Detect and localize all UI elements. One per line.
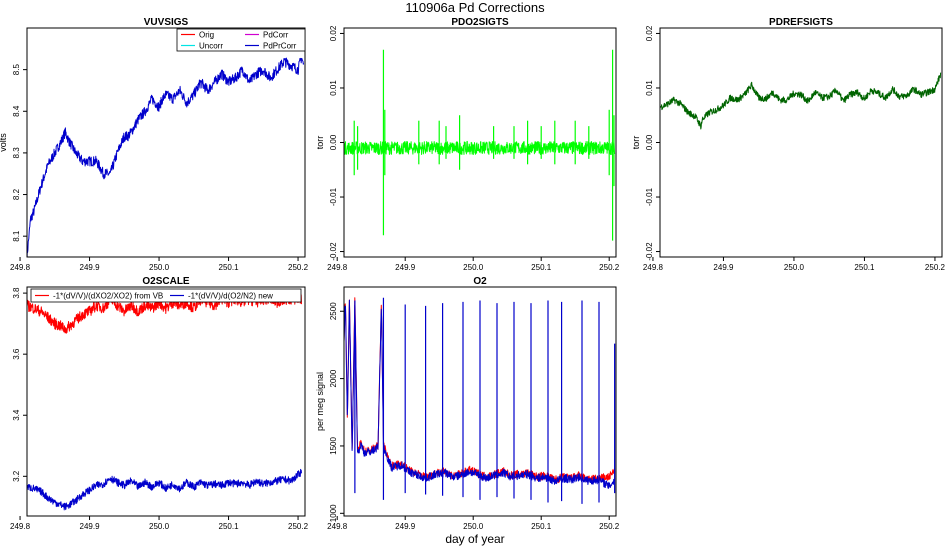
x-tick-label: 249.9	[395, 522, 416, 531]
series-line-2	[344, 299, 616, 489]
legend-box	[30, 288, 302, 303]
panel-title: O2SCALE	[142, 276, 190, 287]
panel-o2: O2 per meg signal 249.8 249.9 250.0 250.1 250.…	[315, 276, 620, 531]
y-tick-label: -0.01	[329, 187, 338, 206]
series-line-1	[344, 297, 616, 484]
y-tick-label: 3.8	[12, 287, 21, 299]
plot-frame	[659, 27, 943, 258]
y-tick-label: 3.4	[12, 409, 21, 421]
plot-area	[344, 297, 616, 504]
y-tick-label: 1500	[329, 437, 338, 455]
y-tick-label: 2500	[329, 302, 338, 320]
figure-title: 110906a Pd Corrections	[405, 0, 545, 15]
x-tick-label: 250.1	[531, 522, 552, 531]
x-tick-label: 250.0	[463, 263, 484, 272]
y-tick-label: 0.01	[329, 80, 338, 96]
plot-area	[27, 57, 305, 257]
y-tick-label: 8.2	[12, 188, 21, 200]
x-tick-label: 250.1	[854, 263, 875, 272]
panel-pdrefsigts: PDREFSIGTS torr 249.8 249.9 250.0 250.1 250.2 -…	[631, 17, 946, 272]
y-tick-label: 0.00	[645, 134, 654, 150]
x-tick-label: 250.1	[219, 263, 240, 272]
panel-title: VUVSIGS	[144, 17, 189, 28]
plot-area	[660, 72, 942, 130]
y-tick-label: 0.01	[645, 80, 654, 96]
series-line-2	[27, 468, 302, 511]
y-tick-label: 0.02	[645, 25, 654, 41]
y-tick-label: 8.3	[12, 147, 21, 159]
y-tick-label: 8.4	[12, 105, 21, 117]
series-line-1	[660, 72, 942, 130]
legend-label: PdPrCorr	[263, 42, 297, 51]
y-tick-label: -0.02	[645, 242, 654, 261]
legend-box	[176, 28, 306, 52]
legend-label: -1*(dV/V)/(dXO2/XO2) from VB	[53, 292, 163, 301]
panel-title: O2	[473, 276, 487, 287]
plot-frame	[26, 286, 306, 517]
x-tick-label: 250.2	[599, 263, 620, 272]
y-axis-label: per meg signal	[315, 372, 325, 431]
y-axis-label: volts	[0, 133, 8, 152]
x-tick-label: 250.1	[531, 263, 552, 272]
y-tick-label: 2000	[329, 369, 338, 387]
x-tick-label: 249.9	[80, 263, 101, 272]
x-tick-label: 250.2	[925, 263, 946, 272]
plot-frame	[343, 286, 617, 517]
x-tick-label: 249.8	[10, 522, 31, 531]
series-line-1	[344, 140, 616, 155]
x-tick-label: 249.8	[327, 263, 348, 272]
x-tick-label: 250.2	[599, 522, 620, 531]
y-tick-label: 0.00	[329, 134, 338, 150]
x-tick-label: 249.9	[713, 263, 734, 272]
legend-label: -1*(dV/V)/d(O2/N2) new	[188, 292, 273, 301]
panel-vuvsigs: VUVSIGS volts 249.8 249.9 250.0 250.1 250.2 8.1…	[0, 17, 309, 272]
panel-title: PDO2SIGTS	[451, 17, 509, 28]
x-tick-label: 250.2	[288, 263, 309, 272]
x-tick-label: 249.8	[643, 263, 664, 272]
legend: Orig Uncorr PdCorr PdPrCorr	[176, 28, 306, 52]
x-tick-label: 250.1	[219, 522, 240, 531]
y-tick-label: 3.6	[12, 348, 21, 360]
panel-o2scale: O2SCALE 249.8 249.9 250.0 250.1 250.2 3.2 3.4 3.…	[10, 276, 309, 531]
panel-title: PDREFSIGTS	[769, 17, 833, 28]
y-tick-label: 8.1	[12, 230, 21, 242]
y-axis-label: torr	[315, 136, 325, 150]
y-axis-label: torr	[631, 136, 641, 150]
x-tick-label: 250.0	[149, 522, 170, 531]
series-line-1	[27, 57, 305, 257]
x-tick-label: 249.8	[327, 522, 348, 531]
legend-label: PdCorr	[263, 31, 289, 40]
figure-x-axis-label: day of year	[445, 532, 504, 546]
plot-frame	[26, 27, 306, 258]
x-tick-label: 249.9	[395, 263, 416, 272]
y-tick-label: -0.02	[329, 242, 338, 261]
x-tick-label: 249.8	[10, 263, 31, 272]
x-tick-label: 250.2	[288, 522, 309, 531]
y-tick-label: -0.01	[645, 187, 654, 206]
x-tick-label: 250.0	[784, 263, 805, 272]
y-tick-label: 3.2	[12, 470, 21, 482]
plot-area	[344, 49, 616, 241]
panel-pdo2sigts: PDO2SIGTS torr 249.8 249.9 250.0 250.1 250.2 -0…	[315, 17, 620, 272]
legend: -1*(dV/V)/(dXO2/XO2) from VB -1*(dV/V)/d(…	[30, 288, 302, 303]
plot-area	[27, 293, 302, 511]
panels: VUVSIGS volts 249.8 249.9 250.0 250.1 250.2 8.1…	[0, 17, 946, 531]
legend-label: Orig	[199, 31, 214, 40]
y-tick-label: 1000	[329, 504, 338, 522]
legend-label: Uncorr	[199, 42, 223, 51]
y-tick-label: 0.02	[329, 25, 338, 41]
x-tick-label: 250.0	[149, 263, 170, 272]
x-tick-label: 250.0	[463, 522, 484, 531]
x-tick-label: 249.9	[80, 522, 101, 531]
y-tick-label: 8.5	[12, 64, 21, 76]
